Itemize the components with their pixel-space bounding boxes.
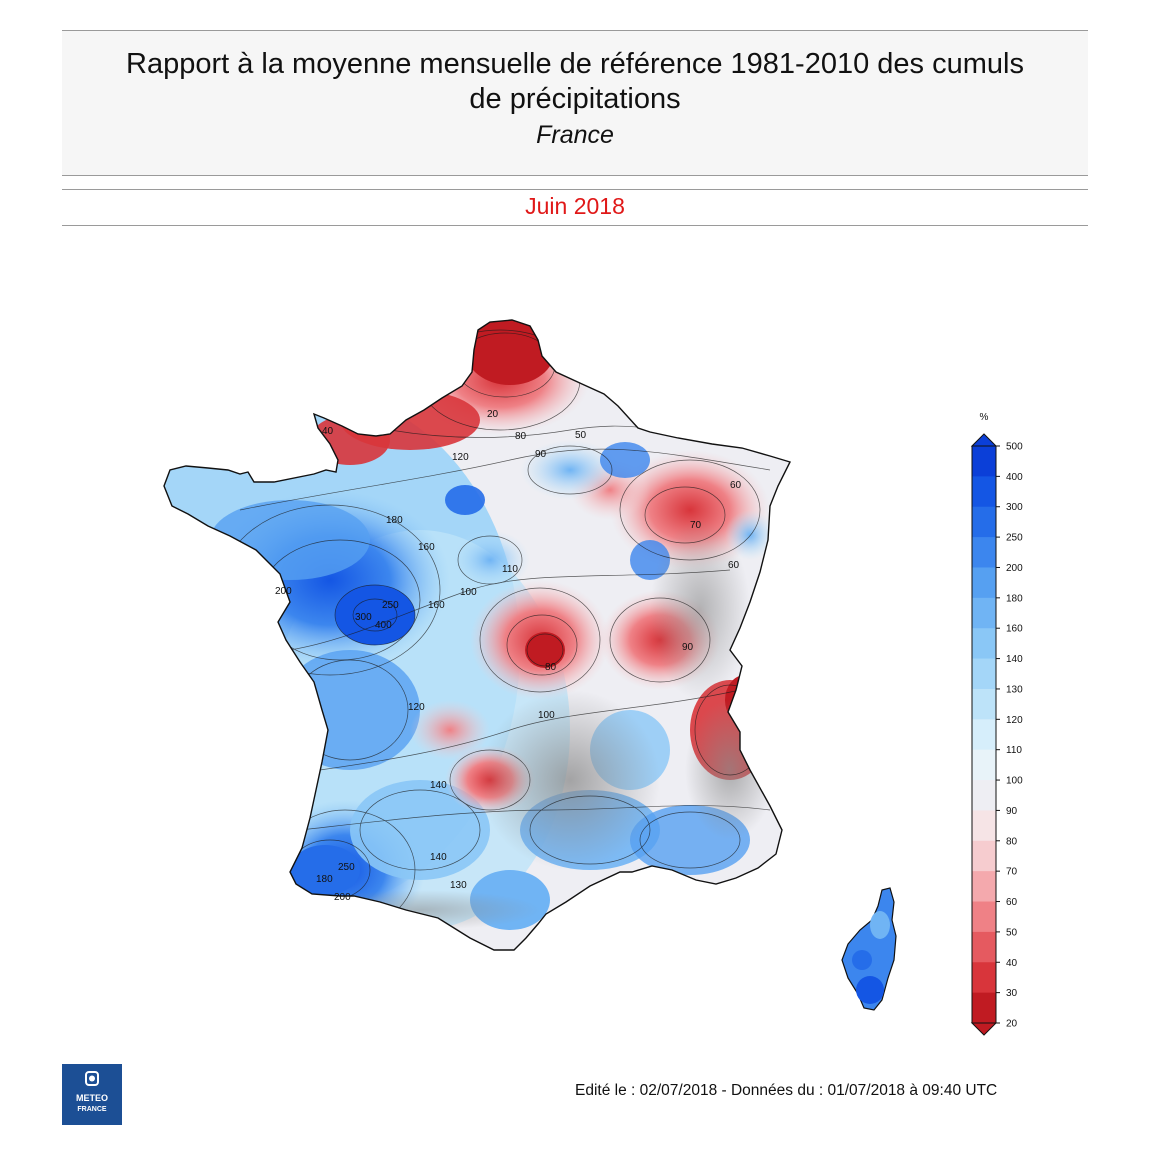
precipitation-ratio-field xyxy=(164,320,790,950)
contour-label: 80 xyxy=(545,662,557,673)
contour-label: 200 xyxy=(275,586,292,597)
contour-label: 60 xyxy=(728,560,740,571)
contour-label: 180 xyxy=(386,515,403,526)
legend-color-swatch xyxy=(972,992,996,1024)
legend-tick-label: 50 xyxy=(1006,927,1018,938)
legend-tick-label: 70 xyxy=(1006,867,1018,878)
contour-label: 250 xyxy=(382,600,399,611)
legend-tick-label: 20 xyxy=(1006,1019,1018,1030)
legend-color-swatch xyxy=(972,476,996,508)
legend-tick-label: 120 xyxy=(1006,715,1023,726)
legend-tick-label: 60 xyxy=(1006,897,1018,908)
legend-color-swatch xyxy=(972,749,996,781)
contour-label: 40 xyxy=(322,426,334,437)
logo-text-line1: METEO xyxy=(76,1093,108,1103)
contour-label: 200 xyxy=(334,892,351,903)
contour-lines xyxy=(219,329,771,931)
legend-tick-label: 40 xyxy=(1006,958,1018,969)
legend-color-swatch xyxy=(972,597,996,629)
corsica-region xyxy=(841,887,897,1011)
legend-color-swatch xyxy=(972,931,996,963)
legend-unit: % xyxy=(980,412,989,423)
legend-color-swatch xyxy=(972,901,996,933)
legend-color-swatch xyxy=(972,780,996,811)
contour-label: 160 xyxy=(418,542,435,553)
legend-color-swatch xyxy=(972,658,996,690)
legend-frame xyxy=(971,445,997,1024)
legend-color-swatch xyxy=(972,567,996,599)
legend-color-swatch xyxy=(972,537,996,568)
contour-labels: 20 40 50 60 70 80 90 100 110 120 130 140… xyxy=(275,409,742,903)
contour-label: 180 xyxy=(316,874,333,885)
contour-label: 140 xyxy=(430,780,447,791)
precipitation-map: 20 40 50 60 70 80 90 100 110 120 130 140… xyxy=(163,319,897,1011)
logo-graphic: METEO FRANCE xyxy=(76,1071,108,1113)
legend-tick-label: 250 xyxy=(1006,533,1023,544)
legend-tick-label: 140 xyxy=(1006,654,1023,665)
map-title-line2: de précipitations xyxy=(469,83,681,115)
legend-color-swatch xyxy=(972,719,996,751)
legend-color-swatch xyxy=(972,688,996,720)
contour-label: 140 xyxy=(430,852,447,863)
legend-color-swatch xyxy=(972,506,996,538)
color-scale-legend: % 500 400 300 250 200 180 160 140 130 120 110 100 90… xyxy=(970,412,1023,1036)
legend-tick-label: 110 xyxy=(1006,745,1022,756)
legend-tick-label: 80 xyxy=(1006,836,1018,847)
legend-tick-label: 160 xyxy=(1006,624,1023,635)
legend-color-swatch xyxy=(972,810,996,842)
legend-tick-label: 400 xyxy=(1006,472,1023,483)
contour-label: 100 xyxy=(538,710,555,721)
legend-color-swatch xyxy=(972,840,996,872)
contour-label: 60 xyxy=(730,480,742,491)
legend-color-bar xyxy=(970,433,998,1036)
contour-label: 100 xyxy=(460,587,477,598)
divider-bottom xyxy=(62,225,1088,226)
contour-label: 300 xyxy=(355,612,372,623)
contour-label: 90 xyxy=(535,449,547,460)
contour-label: 70 xyxy=(690,520,702,531)
contour-label: 80 xyxy=(515,431,527,442)
contour-label: 20 xyxy=(487,409,499,420)
contour-label: 130 xyxy=(450,880,467,891)
contour-label: 90 xyxy=(682,642,694,653)
region-subtitle: France xyxy=(536,121,614,149)
legend-tick-label: 180 xyxy=(1006,593,1023,604)
legend-color-swatch xyxy=(972,962,996,994)
contour-label: 160 xyxy=(428,600,445,611)
title-panel: Rapport à la moyenne mensuelle de référe… xyxy=(62,30,1088,176)
edition-info: Edité le : 02/07/2018 - Données du : 01/… xyxy=(575,1082,998,1099)
legend-arrow-top xyxy=(970,433,998,447)
legend-tick-label: 30 xyxy=(1006,988,1018,999)
logo-text-line2: FRANCE xyxy=(77,1106,106,1113)
contour-label: 250 xyxy=(338,862,355,873)
contour-label: 120 xyxy=(452,452,469,463)
contour-label: 110 xyxy=(502,564,518,575)
map-title-line1: Rapport à la moyenne mensuelle de référe… xyxy=(126,48,1024,80)
legend-arrow-bottom xyxy=(970,1022,998,1036)
contour-label: 50 xyxy=(575,430,587,441)
legend-tick-label: 130 xyxy=(1006,684,1023,695)
legend-tick-labels: 500 400 300 250 200 180 160 140 130 120 110 100 90 80… xyxy=(996,442,1023,1030)
meteo-france-logo: METEO FRANCE xyxy=(62,1064,122,1125)
period-label: Juin 2018 xyxy=(525,193,625,219)
contour-label: 400 xyxy=(375,620,392,631)
legend-color-swatch xyxy=(972,628,996,660)
legend-color-swatch xyxy=(972,871,996,903)
legend-tick-label: 500 xyxy=(1006,442,1023,453)
legend-tick-label: 100 xyxy=(1006,776,1023,787)
legend-tick-label: 200 xyxy=(1006,563,1023,574)
legend-tick-label: 300 xyxy=(1006,502,1023,513)
legend-tick-label: 90 xyxy=(1006,806,1018,817)
legend-color-swatch xyxy=(972,446,996,477)
contour-label: 120 xyxy=(408,702,425,713)
divider-top xyxy=(62,189,1088,190)
